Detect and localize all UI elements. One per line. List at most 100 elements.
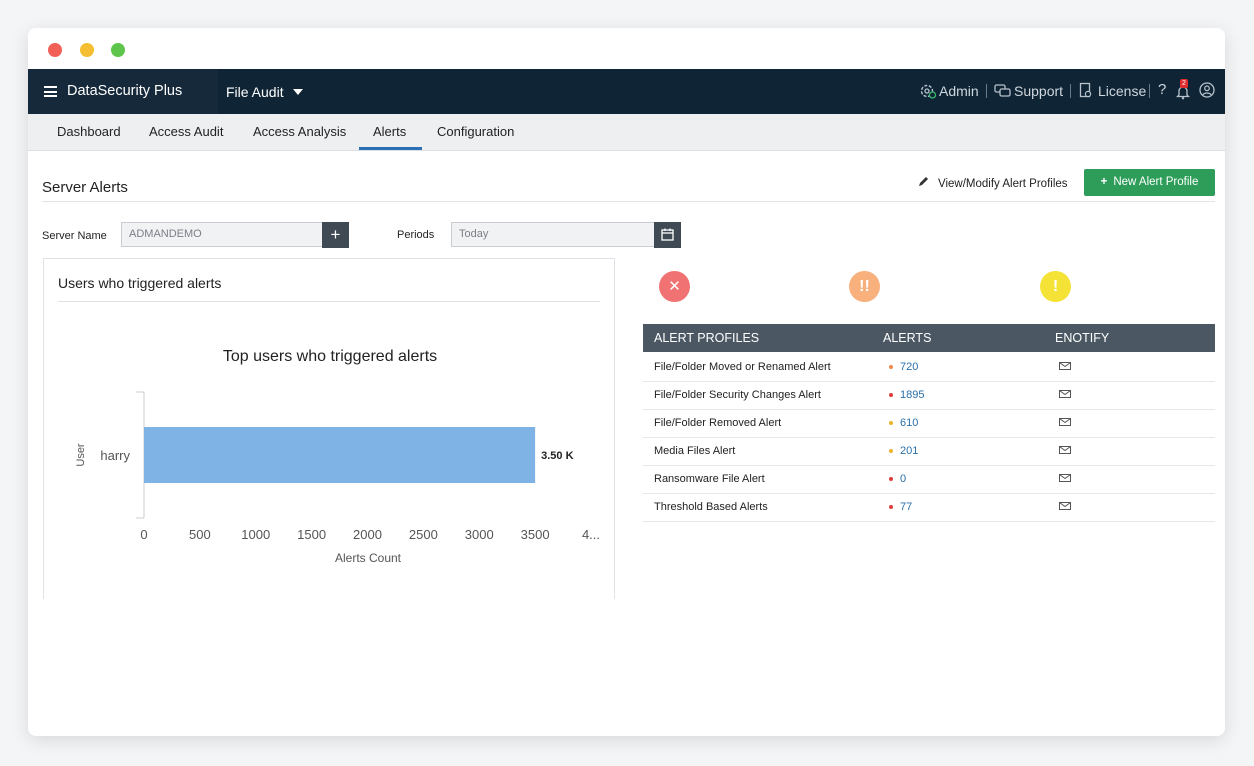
x-tick-label: 3000 [465, 527, 494, 542]
x-tick-label: 1000 [241, 527, 270, 542]
tab-access-analysis[interactable]: Access Analysis [253, 124, 347, 139]
trouble-count: 811 [984, 289, 1008, 306]
severity-dot [889, 505, 893, 509]
new-alert-profile-button[interactable]: + New Alert Profile [1084, 169, 1215, 196]
close-icon: ✕ [668, 278, 681, 295]
divider [58, 301, 600, 302]
alert-profile-name[interactable]: Ransomware File Alert [654, 473, 765, 485]
alert-profile-name[interactable]: Threshold Based Alerts [654, 501, 768, 513]
x-tick-label: 500 [189, 527, 211, 542]
user-avatar-icon[interactable] [1199, 82, 1215, 98]
alert-count-link[interactable]: 1895 [900, 389, 925, 401]
severity-dot [889, 449, 893, 453]
column-header-alerts: ALERTS [883, 331, 932, 345]
column-header-enotify: ENOTIFY [1055, 331, 1110, 345]
brand-area: DataSecurity Plus [28, 69, 218, 114]
alert-count-link[interactable]: 720 [900, 361, 919, 373]
support-link[interactable]: Support [1014, 83, 1064, 99]
x-tick-label: 2000 [353, 527, 382, 542]
attention-count: 720 [1175, 289, 1201, 306]
alert-profile-name[interactable]: File/Folder Security Changes Alert [654, 389, 821, 401]
maximize-window-button[interactable] [111, 43, 125, 57]
x-tick-label: 3500 [521, 527, 550, 542]
alert-count-link[interactable]: 77 [900, 501, 913, 513]
alert-profile-name[interactable]: File/Folder Moved or Renamed Alert [654, 361, 831, 373]
table-row[interactable]: Media Files Alert 201 [643, 437, 1215, 466]
trouble-card[interactable]: !! Trouble 811 [833, 258, 1022, 314]
table-row[interactable]: Threshold Based Alerts 77 [643, 493, 1215, 522]
mail-icon[interactable] [1059, 446, 1071, 454]
new-alert-profile-label: New Alert Profile [1113, 176, 1199, 188]
table-row[interactable]: File/Folder Removed Alert 610 [643, 409, 1215, 438]
help-icon[interactable]: ? [1158, 81, 1167, 98]
plus-icon: + [1100, 176, 1108, 188]
server-name-label: Server Name [42, 230, 107, 242]
trouble-icon-bg [849, 271, 880, 302]
alert-count-link[interactable]: 610 [900, 417, 919, 429]
users-alerts-bar-chart: Top users who triggered alerts harry 3.50 … [75, 348, 600, 565]
table-row[interactable]: File/Folder Security Changes Alert 1895 [643, 381, 1215, 410]
brand-name: DataSecurity Plus [67, 83, 183, 99]
calendar-button[interactable] [654, 222, 681, 248]
x-axis-label: Alerts Count [335, 551, 402, 565]
critical-count: 1972 [784, 289, 818, 306]
main-nav: Dashboard Access Audit Access Analysis A… [28, 114, 1225, 151]
periods-label: Periods [397, 229, 435, 241]
data-label: 3.50 K [541, 450, 573, 462]
critical-icon-bg [659, 271, 690, 302]
plus-icon: + [330, 225, 341, 244]
trouble-label: Trouble [961, 269, 1008, 285]
mail-icon[interactable] [1059, 390, 1071, 398]
users-alerts-panel: Users who triggered alerts Top users who… [43, 258, 615, 599]
alert-count-link[interactable]: 201 [900, 445, 919, 457]
server-name-field[interactable]: ADMANDEMO [121, 222, 323, 247]
module-selector[interactable]: File Audit [226, 84, 284, 100]
alert-profile-name[interactable]: File/Folder Removed Alert [654, 417, 782, 429]
mail-icon[interactable] [1059, 502, 1071, 510]
license-link[interactable]: License [1098, 83, 1147, 99]
admin-link[interactable]: Admin [939, 83, 979, 99]
category-label: harry [100, 448, 130, 463]
divider [42, 201, 1215, 202]
mail-icon[interactable] [1059, 418, 1071, 426]
view-modify-alert-profiles-link[interactable]: View/Modify Alert Profiles [918, 176, 1068, 190]
x-tick-label: 0 [140, 527, 147, 542]
x-tick-label: 4... [582, 527, 600, 542]
column-header-alert-profiles: ALERT PROFILES [654, 331, 760, 345]
page-title: Server Alerts [42, 179, 128, 196]
license-icon [1079, 82, 1092, 98]
top-bar: DataSecurity Plus File Audit Admin Suppo… [28, 69, 1225, 114]
mail-icon[interactable] [1059, 474, 1071, 482]
tab-alerts[interactable]: Alerts [373, 124, 407, 139]
view-modify-label: View/Modify Alert Profiles [938, 178, 1068, 190]
critical-label: Critical [775, 269, 818, 285]
table-row[interactable]: File/Folder Moved or Renamed Alert 720 [643, 353, 1215, 382]
menu-icon[interactable] [44, 86, 57, 97]
period-field[interactable]: Today [451, 222, 655, 247]
critical-card[interactable]: ✕ Critical 1972 [643, 258, 832, 314]
exclamation-icon: ! [1052, 278, 1059, 295]
attention-card[interactable]: ! Attention 720 [1024, 258, 1215, 314]
severity-dot [889, 393, 893, 397]
table-row[interactable]: Ransomware File Alert 0 [643, 465, 1215, 494]
attention-label: Attention [1145, 269, 1201, 285]
calendar-icon [661, 228, 674, 241]
alert-count-link[interactable]: 0 [900, 473, 907, 485]
x-tick-label: 2500 [409, 527, 438, 542]
severity-dot [889, 477, 893, 481]
add-server-button[interactable]: + [322, 222, 349, 248]
support-chat-icon [994, 84, 1011, 97]
divider [1149, 84, 1150, 98]
tab-configuration[interactable]: Configuration [437, 124, 515, 139]
close-window-button[interactable] [48, 43, 62, 57]
alert-profile-name[interactable]: Media Files Alert [654, 445, 736, 457]
attention-icon-bg [1040, 271, 1071, 302]
mail-icon[interactable] [1059, 362, 1071, 370]
minimize-window-button[interactable] [80, 43, 94, 57]
tab-dashboard[interactable]: Dashboard [57, 124, 121, 139]
tab-access-audit[interactable]: Access Audit [149, 124, 224, 139]
divider [986, 84, 987, 98]
y-axis-label: User [75, 443, 87, 467]
chart-bar [144, 427, 536, 483]
chevron-down-icon[interactable] [293, 89, 303, 95]
